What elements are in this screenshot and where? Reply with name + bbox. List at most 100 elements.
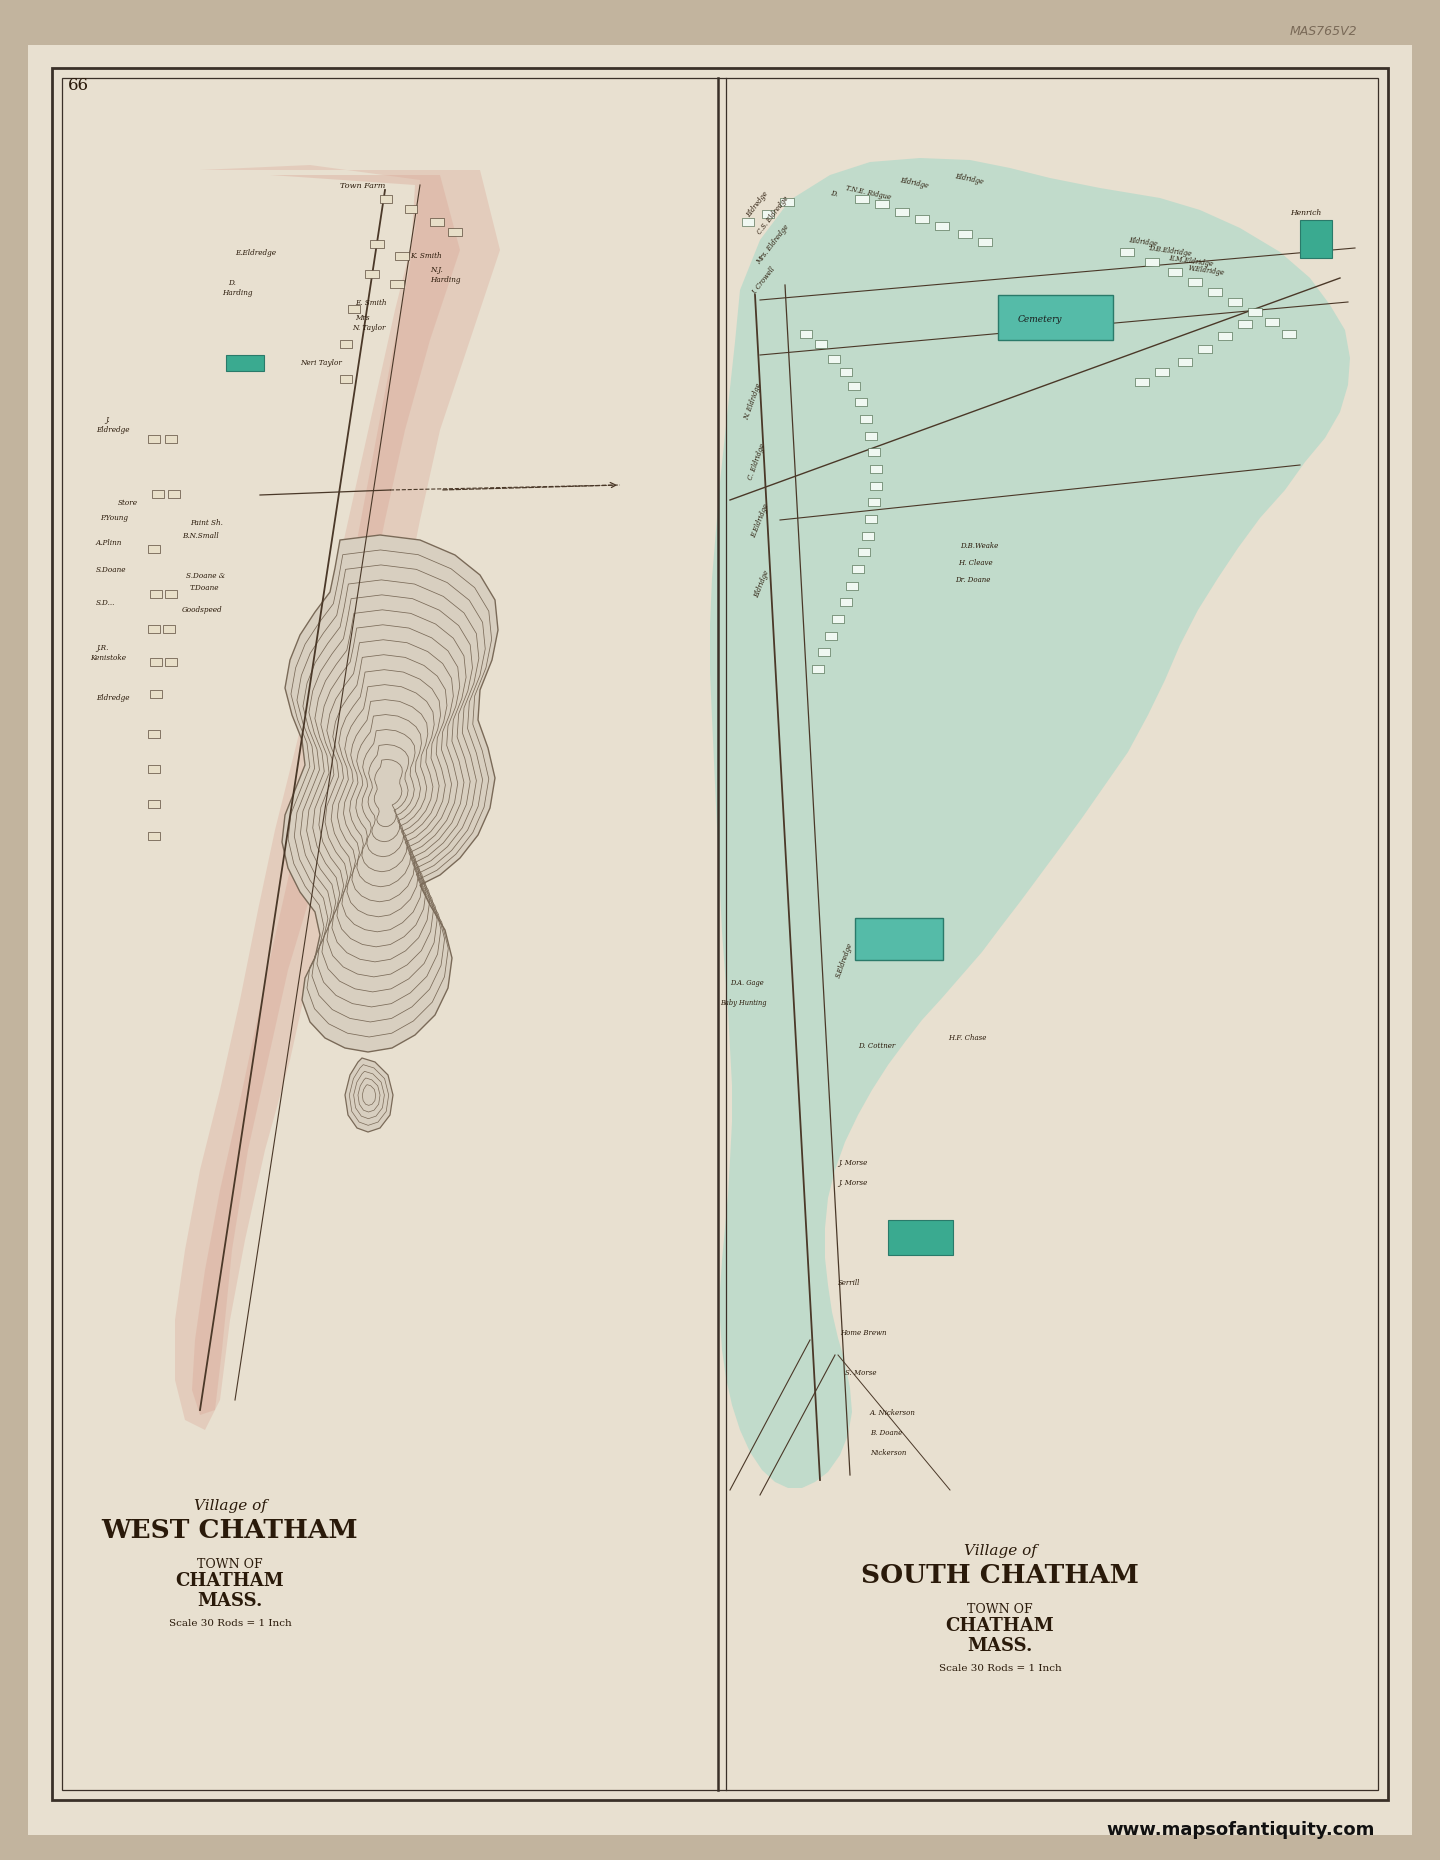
Bar	[340, 340, 351, 348]
Bar	[1282, 329, 1296, 339]
Text: SOUTH CHATHAM: SOUTH CHATHAM	[861, 1562, 1139, 1588]
Bar	[1264, 318, 1279, 325]
Bar	[148, 545, 160, 552]
Text: Neri Taylor: Neri Taylor	[300, 359, 341, 366]
Text: K. Smith: K. Smith	[410, 251, 442, 260]
Text: Eldredge: Eldredge	[96, 694, 130, 701]
Bar	[840, 368, 852, 376]
Bar	[815, 340, 827, 348]
Text: S.Doane &: S.Doane &	[186, 573, 225, 580]
Bar	[1248, 309, 1261, 316]
Bar	[832, 616, 844, 623]
Text: Scale 30 Rods = 1 Inch: Scale 30 Rods = 1 Inch	[168, 1618, 291, 1628]
Bar	[870, 465, 881, 472]
Bar	[148, 435, 160, 443]
Bar	[865, 432, 877, 441]
Bar	[1120, 247, 1135, 257]
Bar	[865, 515, 877, 523]
Text: Dr. Doane: Dr. Doane	[955, 577, 991, 584]
Bar	[1198, 344, 1212, 353]
Text: H.F. Chase: H.F. Chase	[948, 1034, 986, 1042]
Bar	[148, 625, 160, 632]
Bar	[148, 729, 160, 738]
Text: TOWN OF: TOWN OF	[968, 1603, 1032, 1616]
Bar	[825, 632, 837, 640]
Bar	[855, 919, 943, 960]
Text: W.Eldridge: W.Eldridge	[1188, 264, 1225, 277]
Bar	[888, 1220, 953, 1256]
Text: D. Cottner: D. Cottner	[858, 1042, 896, 1051]
Bar	[168, 489, 180, 498]
Bar	[153, 489, 164, 498]
Bar	[860, 415, 873, 422]
Text: CHATHAM: CHATHAM	[176, 1572, 284, 1590]
Text: Harding: Harding	[222, 288, 252, 298]
Text: B.N.Small: B.N.Small	[181, 532, 219, 539]
Bar	[150, 590, 161, 599]
Text: N.J.: N.J.	[431, 266, 442, 273]
Bar	[1135, 378, 1149, 387]
Bar	[1238, 320, 1251, 327]
Polygon shape	[192, 175, 459, 1415]
Bar	[1300, 219, 1332, 259]
Text: T.Doane: T.Doane	[190, 584, 219, 591]
Bar	[978, 238, 992, 246]
Text: J.: J.	[105, 417, 109, 424]
Bar	[828, 355, 840, 363]
Text: E.Eldridge: E.Eldridge	[749, 502, 770, 539]
Text: Eldridge: Eldridge	[1128, 236, 1158, 247]
Bar	[762, 210, 775, 218]
Bar	[780, 197, 793, 206]
Text: Goodspeed: Goodspeed	[181, 606, 223, 614]
Bar	[390, 281, 405, 288]
Text: D.B.Weake: D.B.Weake	[960, 541, 998, 551]
Bar	[163, 625, 176, 632]
Text: C. Eldridge: C. Eldridge	[746, 443, 768, 480]
Bar	[1155, 368, 1169, 376]
Text: MASS.: MASS.	[968, 1637, 1032, 1655]
Text: J. Morse: J. Morse	[838, 1159, 867, 1166]
Bar	[876, 201, 888, 208]
Bar	[1208, 288, 1223, 296]
Text: N. Eldridge: N. Eldridge	[743, 381, 763, 420]
Text: A. Nickerson: A. Nickerson	[870, 1410, 916, 1417]
Bar	[958, 231, 972, 238]
Text: B. Doane: B. Doane	[870, 1428, 903, 1438]
Bar	[166, 658, 177, 666]
Bar	[1188, 277, 1202, 286]
Bar	[226, 355, 264, 370]
Bar	[1168, 268, 1182, 275]
Text: Village of: Village of	[963, 1544, 1037, 1559]
Bar	[870, 482, 881, 489]
Text: 66: 66	[68, 76, 89, 95]
Text: Cemetery: Cemetery	[1018, 314, 1063, 324]
Text: Eldridge: Eldridge	[753, 569, 770, 599]
Bar	[431, 218, 444, 227]
Text: C.S. Eldredge: C.S. Eldredge	[755, 195, 791, 236]
Text: Eldridge: Eldridge	[955, 173, 985, 186]
Text: www.mapsofantiquity.com: www.mapsofantiquity.com	[1106, 1821, 1375, 1840]
Text: Village of: Village of	[193, 1499, 266, 1512]
Polygon shape	[176, 166, 500, 1430]
Text: Store: Store	[118, 498, 138, 508]
Text: Nickerson: Nickerson	[870, 1449, 906, 1456]
Bar	[148, 831, 160, 841]
Bar	[1218, 331, 1233, 340]
Bar	[370, 240, 384, 247]
Bar	[1145, 259, 1159, 266]
Bar	[914, 216, 929, 223]
Bar	[148, 800, 160, 807]
Bar	[380, 195, 392, 203]
Bar	[935, 221, 949, 231]
Text: D.B.Eldridge: D.B.Eldridge	[1148, 244, 1191, 259]
Text: Mrs: Mrs	[356, 314, 370, 322]
Bar	[847, 582, 858, 590]
Bar	[395, 251, 409, 260]
Bar	[150, 690, 161, 698]
Bar	[868, 448, 880, 456]
Polygon shape	[710, 158, 1351, 1488]
Bar	[863, 532, 874, 539]
Text: P.Young: P.Young	[99, 513, 128, 523]
Bar	[852, 565, 864, 573]
Text: E.M.Eldridge: E.M.Eldridge	[1168, 255, 1212, 268]
